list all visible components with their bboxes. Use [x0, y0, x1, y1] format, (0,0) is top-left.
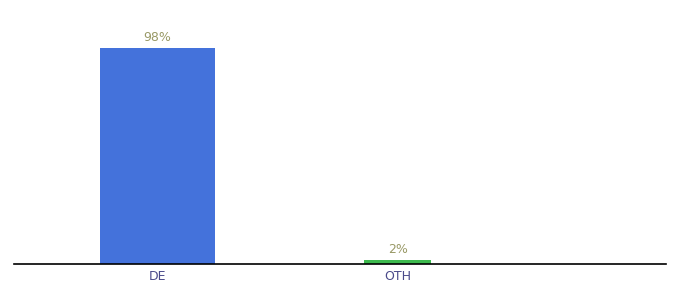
Bar — [100, 47, 215, 264]
Text: 2%: 2% — [388, 243, 407, 256]
Text: 98%: 98% — [143, 31, 171, 44]
Bar — [364, 260, 431, 264]
